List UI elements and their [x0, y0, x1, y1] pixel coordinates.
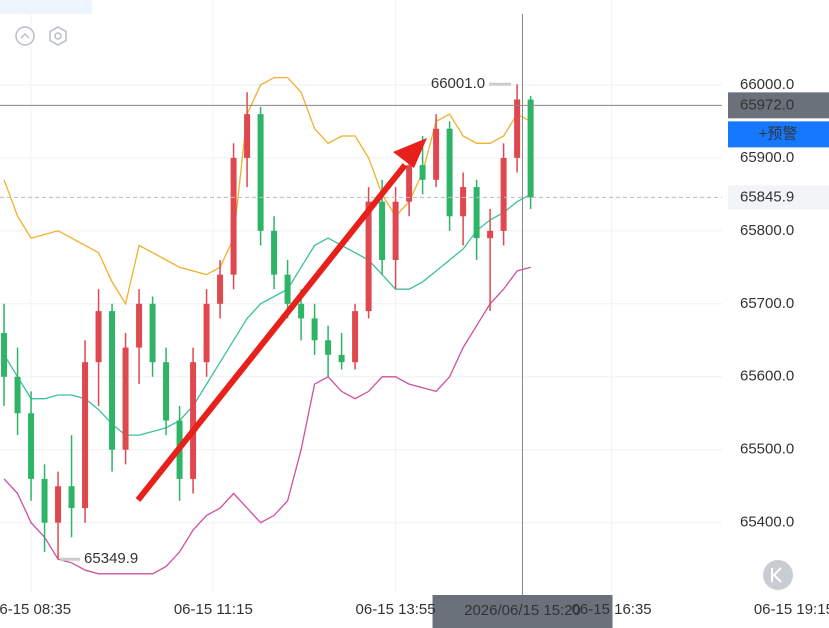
candle-body: [338, 354, 345, 363]
x-tick-label: 06-15 11:15: [174, 601, 253, 618]
candle-body: [190, 362, 197, 479]
y-tick-label: 65500.0: [740, 441, 794, 458]
candle-body: [311, 318, 318, 341]
candle-body: [325, 340, 332, 355]
y-tick-label: 65700.0: [740, 295, 794, 312]
candle-body: [109, 311, 116, 450]
candle-body: [14, 376, 21, 414]
crosshair-price-box: [728, 92, 829, 119]
band-line: [3, 266, 531, 575]
candle-body: [41, 478, 48, 523]
bands: [3, 76, 531, 575]
candle-body: [244, 114, 251, 158]
candle-body: [460, 187, 467, 217]
candle-body: [203, 303, 210, 363]
crosshair-time-box: [432, 595, 613, 628]
candle-body: [95, 311, 102, 363]
band-line: [3, 193, 531, 436]
top-tab: [0, 0, 92, 14]
candle-body: [284, 274, 291, 304]
candle-body: [82, 362, 89, 509]
band-line: [3, 76, 531, 306]
candle-body: [500, 157, 507, 231]
candle-body: [406, 165, 413, 202]
candle-body: [271, 230, 278, 275]
alert-button-label[interactable]: +预警: [759, 125, 798, 142]
candle-body: [230, 157, 237, 275]
candle-body: [487, 230, 494, 239]
crosshair-price-label: 65972.0: [740, 96, 794, 113]
candle-body: [379, 201, 386, 261]
y-tick-label: 65900.0: [740, 149, 794, 166]
candle-body: [136, 303, 143, 348]
candle-body: [473, 187, 480, 239]
candle-body: [68, 486, 75, 509]
candle-body: [446, 128, 453, 217]
y-tick-label: 65600.0: [740, 368, 794, 385]
candle-body: [365, 201, 372, 312]
candle-body: [217, 274, 224, 304]
candle-body: [1, 332, 8, 377]
candles: [1, 84, 534, 560]
candle-body: [527, 99, 534, 198]
crosshair-time-label: 2026/06/15 15:20: [464, 602, 581, 619]
min-label: 65349.9: [84, 550, 138, 567]
candle-body: [298, 303, 305, 319]
y-tick-label: 66000.0: [740, 76, 794, 93]
candle-body: [352, 311, 359, 363]
trend-arrow: [135, 163, 408, 502]
x-tick-label: 06-15 13:55: [356, 601, 436, 618]
trend-arrowhead: [393, 138, 427, 168]
candle-body: [433, 128, 440, 180]
collapse-icon[interactable]: [15, 26, 35, 46]
candle-body: [257, 114, 264, 231]
x-tick-label: 06-15 16:35: [572, 601, 652, 618]
reset-button[interactable]: [763, 560, 793, 590]
settings-icon[interactable]: [49, 26, 67, 46]
alert-button[interactable]: [728, 121, 829, 148]
y-tick-label: 65800.0: [740, 222, 794, 239]
candle-body: [55, 486, 62, 523]
candle-body: [122, 347, 129, 450]
grid: [0, 0, 722, 592]
x-tick-label: 06-15 08:35: [0, 601, 71, 618]
candle-body: [28, 413, 35, 479]
last-price-label: 65845.9: [740, 188, 794, 205]
candle-body: [514, 99, 521, 158]
candle-body: [149, 303, 156, 363]
x-tick-label: 06-15 19:15: [754, 601, 829, 618]
y-tick-label: 65400.0: [740, 514, 794, 531]
overlay: 66001.0 65349.9 65845.9 65972.0 2026/06/15 1…: [0, 14, 829, 628]
candle-body: [163, 362, 170, 421]
max-label: 66001.0: [431, 75, 485, 92]
last-price-box: [728, 185, 829, 210]
candle-body: [392, 201, 399, 261]
candle-body: [419, 165, 426, 180]
